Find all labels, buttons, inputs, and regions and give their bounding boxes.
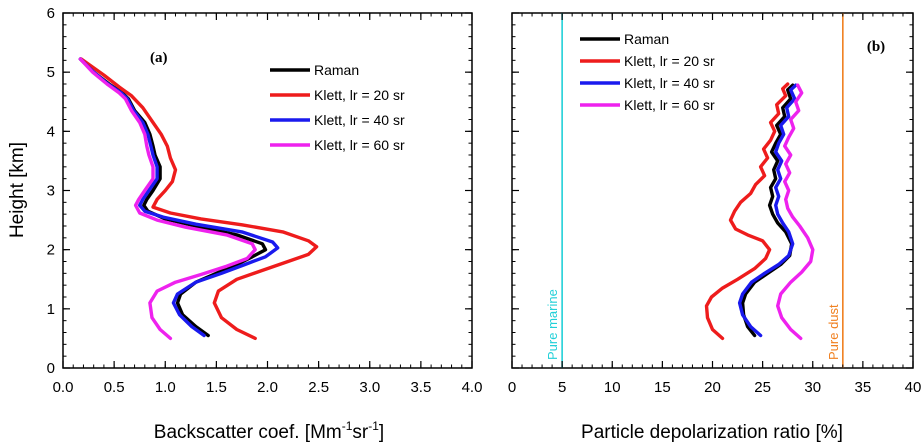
- legend-b: Raman Klett, lr = 20 sr Klett, lr = 40 sr K…: [580, 31, 715, 113]
- legend-label: Raman: [624, 31, 669, 47]
- series-line: [776, 83, 815, 341]
- ticks-b: 0 5 10 15 20 25 30 35 40: [508, 12, 922, 396]
- legend-label: Klett, lr = 40 sr: [314, 112, 405, 128]
- x-tick-label: 15: [654, 379, 671, 396]
- series-line: [78, 57, 268, 338]
- y-tick-label: 1: [47, 301, 55, 318]
- legend-a: Raman Klett, lr = 20 sr Klett, lr = 40 sr K…: [270, 62, 405, 153]
- x-tick-label: 0: [508, 379, 516, 396]
- legend-label: Klett, lr = 20 sr: [624, 53, 715, 69]
- series-line: [78, 57, 280, 338]
- x-tick-label: 0.0: [53, 379, 74, 396]
- reference-lines-b: Pure marine Pure dust: [545, 13, 844, 368]
- x-axis-title-a: Backscatter coef. [Mm-1sr-1]: [154, 419, 384, 443]
- legend-label: Klett, lr = 40 sr: [624, 75, 715, 91]
- x-tick-label: 10: [604, 379, 621, 396]
- x-tick-label: 40: [905, 379, 922, 396]
- series-line: [79, 57, 319, 341]
- legend-label: Klett, lr = 20 sr: [314, 87, 405, 103]
- x-tick-label: 35: [855, 379, 872, 396]
- panel-b: Pure marine Pure dust 0 5 10 15 20 25 30 35 40 (b…: [508, 12, 922, 443]
- reference-line-label: Pure marine: [545, 289, 560, 360]
- y-axis-title: Height [km]: [7, 142, 28, 238]
- series-lines-b: [704, 82, 815, 341]
- series-line: [78, 57, 257, 341]
- y-tick-label: 6: [47, 5, 55, 22]
- panel-a: 0.0 0.5 1.0 1.5 2.0 2.5 3.0 3.5 4.0 0 1 2 3 4 5 6 (a) R…: [7, 5, 482, 443]
- series-line: [737, 83, 798, 338]
- series-line: [704, 82, 790, 341]
- ticks-a: 0.0 0.5 1.0 1.5 2.0 2.5 3.0 3.5 4.0 0 1 2 3 4 5 6: [47, 5, 483, 396]
- y-tick-label: 0: [47, 360, 55, 377]
- y-tick-label: 2: [47, 242, 55, 259]
- y-tick-label: 3: [47, 183, 55, 200]
- series-lines-a: [78, 57, 319, 341]
- x-tick-label: 25: [754, 379, 771, 396]
- x-tick-label: 20: [704, 379, 721, 396]
- x-axis-title-b: Particle depolarization ratio [%]: [581, 422, 843, 443]
- x-tick-label: 3.0: [359, 379, 380, 396]
- y-tick-label: 5: [47, 64, 55, 81]
- legend-label: Klett, lr = 60 sr: [624, 97, 715, 113]
- x-tick-label: 4.0: [462, 379, 483, 396]
- series-line: [740, 83, 795, 338]
- x-tick-label: 2.5: [308, 379, 329, 396]
- y-tick-label: 4: [47, 123, 55, 140]
- x-tick-label: 5: [558, 379, 566, 396]
- panel-label-a: (a): [150, 50, 168, 66]
- x-tick-label: 0.5: [104, 379, 125, 396]
- reference-line-label: Pure dust: [826, 304, 841, 360]
- x-tick-label: 2.0: [257, 379, 278, 396]
- x-tick-label: 3.5: [410, 379, 431, 396]
- x-tick-label: 1.0: [155, 379, 176, 396]
- x-tick-label: 30: [804, 379, 821, 396]
- x-tick-label: 1.5: [206, 379, 227, 396]
- panel-label-b: (b): [867, 39, 885, 55]
- plot-frame-a: [62, 12, 473, 369]
- legend-label: Raman: [314, 62, 359, 78]
- legend-label: Klett, lr = 60 sr: [314, 137, 405, 153]
